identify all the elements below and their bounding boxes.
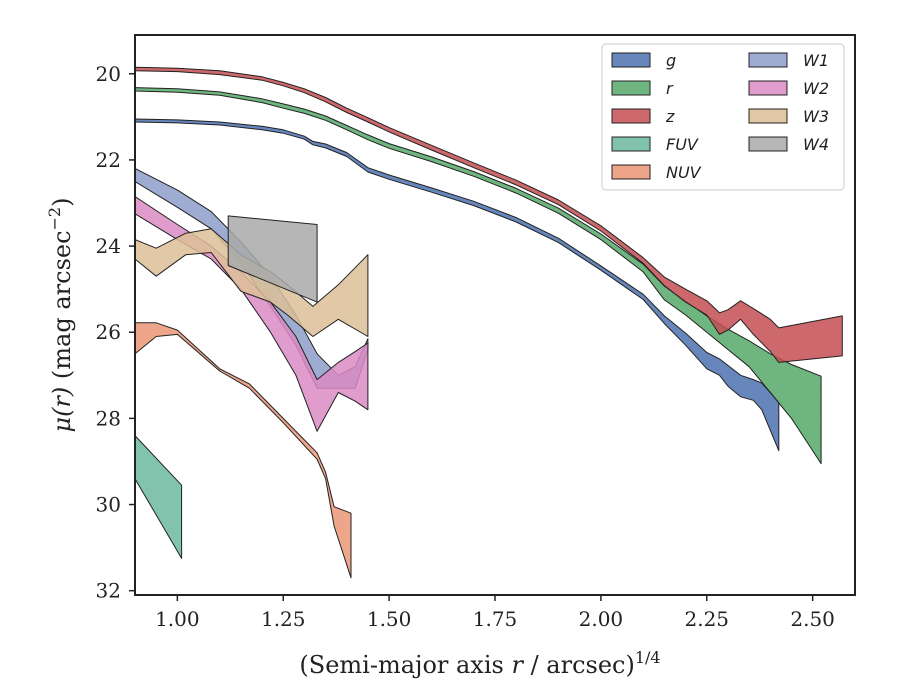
legend-label: FUV <box>666 135 699 154</box>
legend-swatch <box>611 80 651 96</box>
legend-swatch <box>748 52 788 68</box>
band-NUV <box>135 322 352 579</box>
x-tick-label: 1.00 <box>155 607 200 631</box>
legend-item-FUV: FUV <box>611 135 699 154</box>
bands-layer <box>135 66 843 579</box>
x-axis-label: (Semi-major axis r / arcsec)1/4 <box>299 648 660 679</box>
legend-item-W2: W2 <box>748 79 829 98</box>
x-tick-label: 1.25 <box>261 607 306 631</box>
ticks-layer: 1.00 1.25 1.50 1.75 2.00 2.25 2.50 20 22 24 26 28 30… <box>96 62 835 631</box>
x-tick-label: 2.00 <box>579 607 624 631</box>
legend-swatch <box>611 52 651 68</box>
y-tick-label: 24 <box>96 234 121 258</box>
legend-label: W4 <box>803 135 829 154</box>
legend-item-W3: W3 <box>748 107 829 126</box>
x-tick-label: 1.50 <box>367 607 412 631</box>
legend-label: z <box>665 107 675 126</box>
y-tick-label: 28 <box>96 406 121 430</box>
legend: grz FUV NUV W1 W2 W3 W4 <box>601 43 845 191</box>
legend-label: W2 <box>803 79 829 98</box>
y-tick-label: 30 <box>96 493 121 517</box>
band-g <box>135 118 780 452</box>
legend-item-g: g <box>611 51 676 70</box>
x-tick-label: 2.25 <box>684 607 729 631</box>
legend-item-W1: W1 <box>748 51 829 70</box>
legend-item-r: r <box>611 79 674 98</box>
band-r <box>135 87 822 465</box>
legend-label: W1 <box>803 51 829 70</box>
legend-swatch <box>611 108 651 124</box>
legend-label: W3 <box>803 107 829 126</box>
legend-label: NUV <box>666 163 702 182</box>
legend-item-NUV: NUV <box>611 163 702 182</box>
legend-label: r <box>666 79 674 98</box>
y-tick-label: 22 <box>96 148 121 172</box>
y-tick-label: 32 <box>96 579 121 603</box>
legend-swatch <box>611 136 651 152</box>
x-tick-label: 1.75 <box>473 607 518 631</box>
band-W4 <box>227 215 318 303</box>
legend-label: g <box>666 51 676 70</box>
band-FUV <box>135 435 183 559</box>
band-z <box>135 66 843 363</box>
x-tick-label: 2.50 <box>790 607 835 631</box>
y-tick-label: 20 <box>96 62 121 86</box>
legend-swatch <box>748 136 788 152</box>
labels-layer: (Semi-major axis r / arcsec)1/4 μ(r) (ma… <box>45 198 661 680</box>
legend-swatch <box>611 164 651 180</box>
y-tick-label: 26 <box>96 320 121 344</box>
y-axis-label: μ(r) (mag arcsec−2) <box>45 198 76 433</box>
legend-item-z: z <box>611 107 675 126</box>
legend-swatch <box>748 108 788 124</box>
legend-item-W4: W4 <box>748 135 829 154</box>
band-W3 <box>135 228 369 337</box>
legend-swatch <box>748 80 788 96</box>
